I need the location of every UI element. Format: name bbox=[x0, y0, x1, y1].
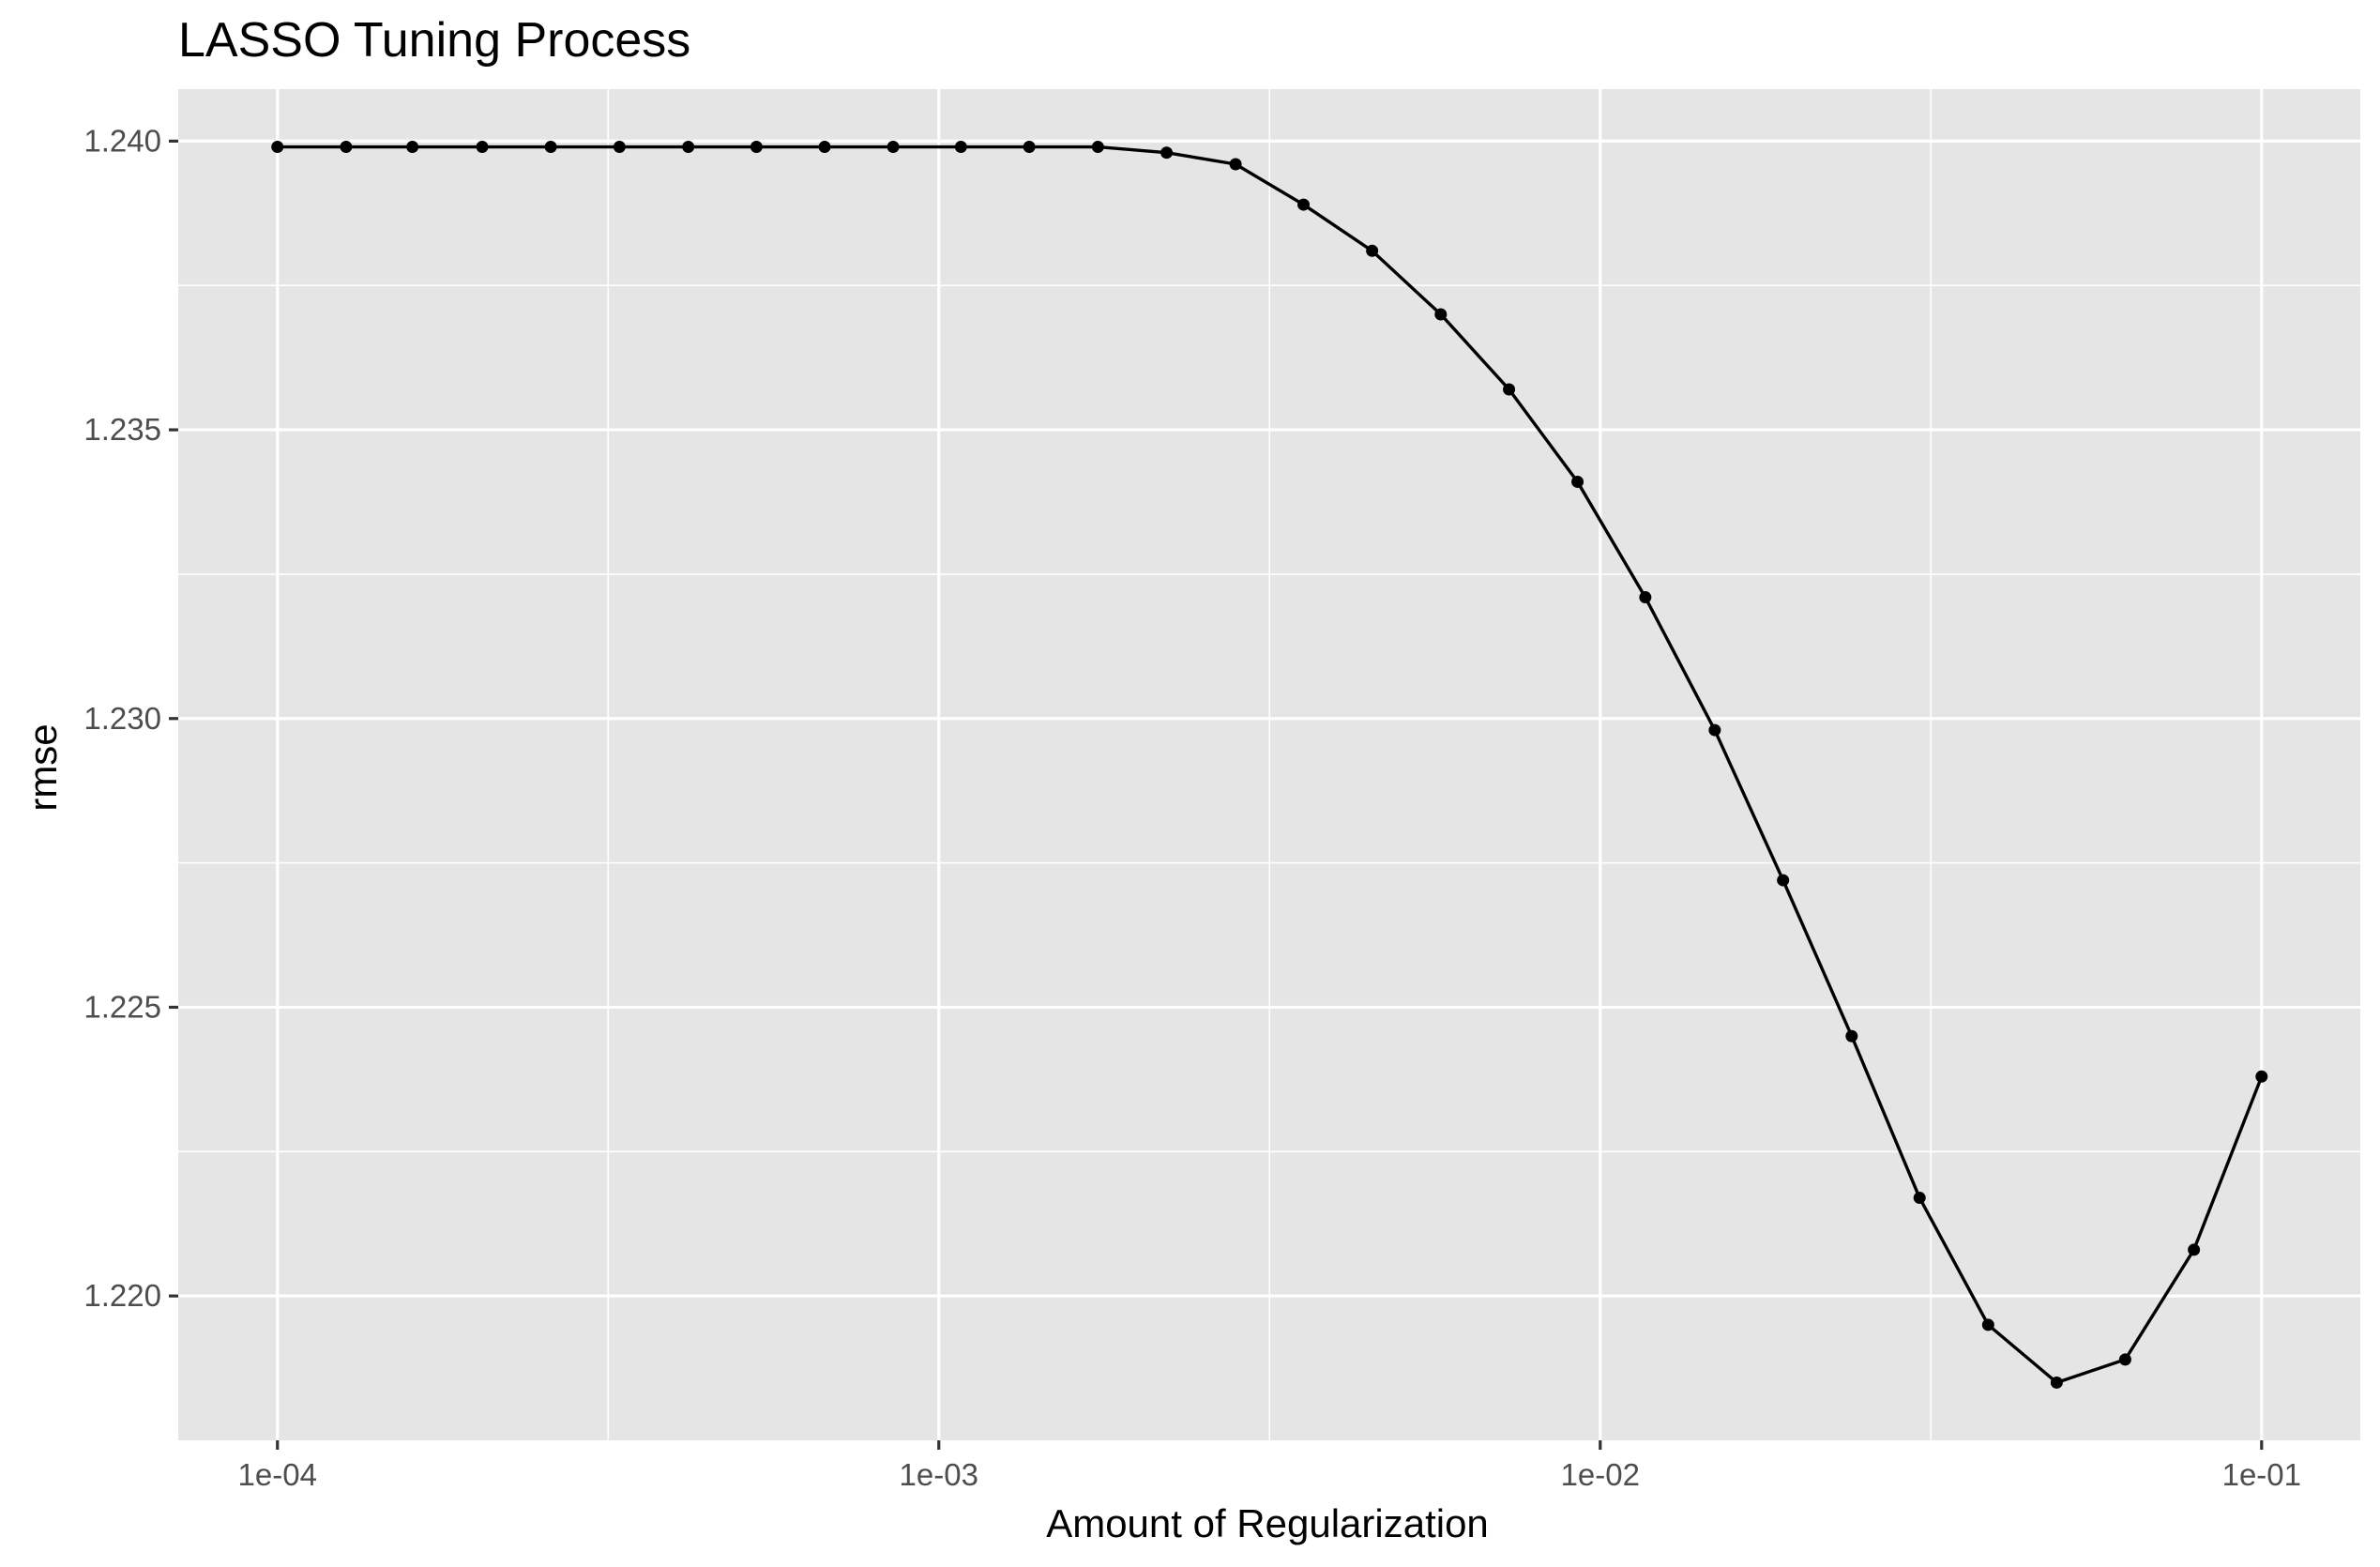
x-tick-label: 1e-02 bbox=[1561, 1457, 1640, 1492]
x-axis-title: Amount of Regularization bbox=[1046, 1501, 1489, 1545]
data-point bbox=[1845, 1029, 1858, 1042]
y-axis-title: rmse bbox=[21, 723, 65, 811]
data-point bbox=[406, 141, 419, 154]
y-tick-label: 1.240 bbox=[83, 123, 161, 158]
data-point bbox=[1366, 244, 1379, 257]
data-point bbox=[2255, 1070, 2268, 1083]
data-point bbox=[2050, 1376, 2063, 1389]
data-point bbox=[476, 141, 489, 154]
data-point bbox=[1091, 141, 1104, 154]
data-point bbox=[954, 141, 967, 154]
data-point bbox=[271, 141, 284, 154]
data-point bbox=[750, 141, 763, 154]
data-point bbox=[1434, 308, 1448, 321]
data-point bbox=[1229, 158, 1242, 171]
data-point bbox=[544, 141, 557, 154]
data-point bbox=[887, 141, 900, 154]
rmse-line bbox=[277, 145, 2264, 1385]
chart-title: LASSO Tuning Process bbox=[178, 13, 690, 68]
data-point bbox=[1023, 141, 1036, 154]
data-point bbox=[1297, 198, 1311, 211]
data-point bbox=[2188, 1243, 2201, 1256]
data-point bbox=[1571, 475, 1584, 488]
data-point bbox=[1639, 591, 1652, 604]
data-point bbox=[340, 141, 353, 154]
y-tick-label: 1.225 bbox=[83, 989, 161, 1024]
x-tick-label: 1e-03 bbox=[900, 1457, 978, 1492]
data-point bbox=[1160, 146, 1174, 160]
data-point bbox=[682, 141, 695, 154]
x-tick-label: 1e-01 bbox=[2222, 1457, 2301, 1492]
y-tick-label: 1.230 bbox=[83, 701, 161, 736]
data-point bbox=[1708, 723, 1721, 737]
data-point bbox=[1913, 1192, 1926, 1205]
data-point bbox=[613, 141, 626, 154]
y-tick-label: 1.220 bbox=[83, 1278, 161, 1313]
y-tick-label: 1.235 bbox=[83, 412, 161, 447]
data-point bbox=[1981, 1318, 1994, 1331]
data-point bbox=[818, 141, 831, 154]
data-point bbox=[1777, 874, 1790, 887]
data-point bbox=[1503, 383, 1516, 396]
x-tick-label: 1e-04 bbox=[238, 1457, 317, 1492]
data-point bbox=[2118, 1353, 2131, 1366]
